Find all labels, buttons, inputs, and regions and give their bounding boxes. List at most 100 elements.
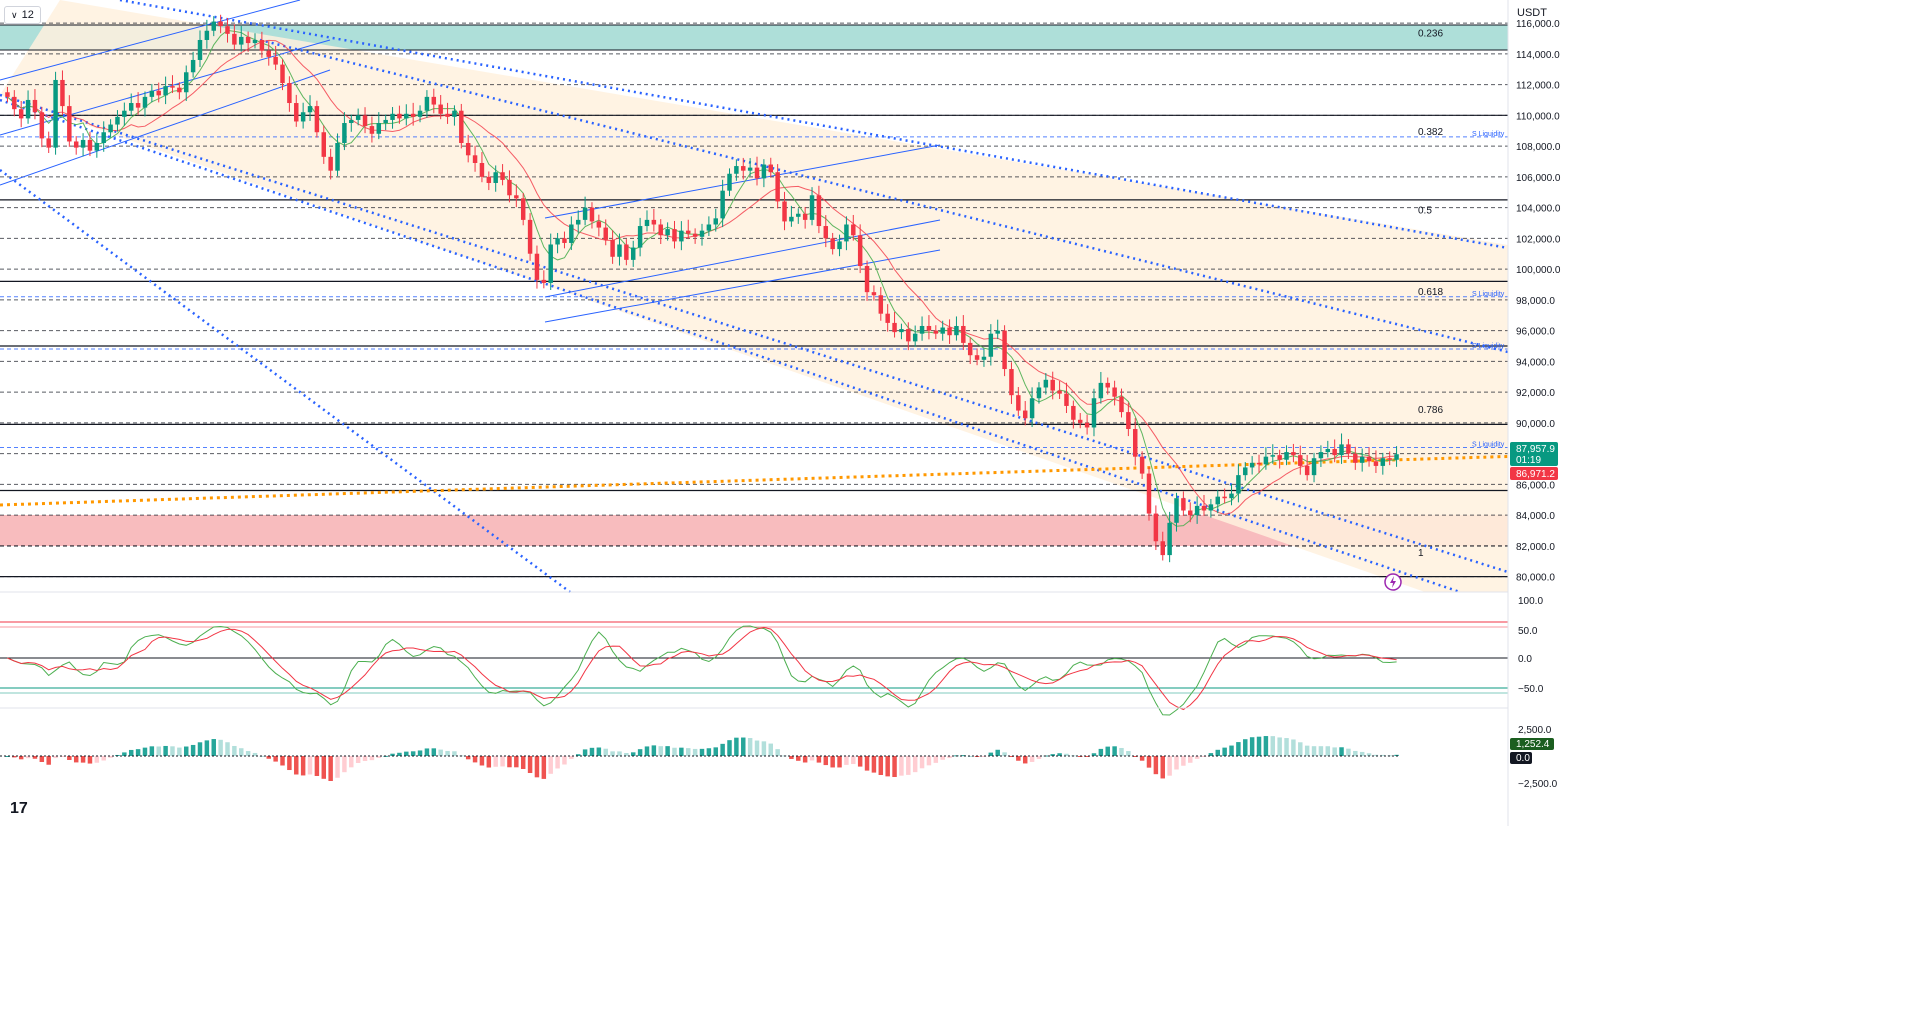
candle-body <box>741 166 746 171</box>
price-tick-label: 92,000.0 <box>1516 388 1555 399</box>
candle-body <box>871 292 877 296</box>
candle-body <box>514 195 519 199</box>
oscillator-lines <box>7 625 1397 716</box>
candle-body <box>80 139 86 148</box>
macd-histogram <box>0 736 1400 781</box>
candle-body <box>94 143 100 151</box>
candle-body <box>1263 456 1269 465</box>
macd-bar <box>830 756 835 768</box>
macd-bar <box>919 756 925 769</box>
candle-body <box>1249 462 1255 468</box>
macd-bar <box>1160 756 1165 779</box>
price-axis[interactable]: 116,000.0 114,000.0 112,000.0 110,000.0 108,… <box>1507 0 1568 826</box>
zone-outlines <box>0 24 1508 547</box>
last-price-badge: 87,957.9 01:19 <box>1510 442 1558 466</box>
candle-body <box>266 50 271 57</box>
macd-bar <box>452 751 457 756</box>
candle-body <box>1029 398 1035 419</box>
macd-bar <box>438 749 443 756</box>
macd-bar <box>995 749 1000 756</box>
candle-body <box>362 115 368 127</box>
candle-body <box>940 327 945 334</box>
macd-bar <box>232 745 237 756</box>
dotted-trendline-mid <box>259 38 1509 354</box>
candle-body <box>981 356 987 360</box>
candle-body <box>603 227 608 240</box>
macd-bar <box>39 756 45 762</box>
macd-bar <box>1022 756 1028 764</box>
candle-body <box>87 139 93 151</box>
channel-line-5 <box>544 219 941 298</box>
price-tick-label: 112,000.0 <box>1516 81 1560 92</box>
chart-stage[interactable]: S Liquidity S Liquidity S Liquidity S Liqui… <box>0 0 1606 826</box>
macd-bar <box>720 743 725 756</box>
macd-bar <box>1139 756 1145 761</box>
macd-bar <box>1229 745 1234 756</box>
macd-bar <box>734 737 739 756</box>
macd-bar <box>1084 756 1090 757</box>
macd-bar <box>562 756 567 765</box>
macd-bar <box>1112 746 1117 756</box>
macd-bar <box>417 750 423 756</box>
candle-body <box>376 123 382 134</box>
candle-body <box>184 72 189 93</box>
candle-body <box>1291 452 1296 456</box>
interval-selector[interactable]: ∨ 12 <box>4 6 41 24</box>
candle-body <box>589 207 595 222</box>
candle-body <box>596 221 602 228</box>
candle-body <box>349 119 354 124</box>
macd-bar <box>933 756 939 763</box>
flash-icon[interactable] <box>1384 573 1402 591</box>
candle-body <box>1084 422 1090 428</box>
macd-bar <box>294 756 299 775</box>
candle-body <box>658 224 663 236</box>
candle-body <box>287 83 292 104</box>
macd-bar <box>637 749 643 756</box>
candle-body <box>335 143 340 171</box>
candles <box>5 14 1399 563</box>
macd-bar <box>500 756 505 767</box>
candle-body <box>1174 498 1179 523</box>
candle-body <box>32 99 38 113</box>
macd-bar <box>218 739 223 756</box>
liquidity-label: S Liquidity <box>1472 291 1505 298</box>
candle-body <box>197 39 203 60</box>
candle-body <box>1194 505 1200 516</box>
oscillator-axis-ticks: 100.0 50.0 0.0 −50.0 <box>1518 596 1544 695</box>
candle-body <box>1387 458 1392 460</box>
macd-bar <box>1119 747 1124 756</box>
macd-bar <box>885 756 890 777</box>
candle-body <box>1353 453 1358 463</box>
candle-body <box>527 219 533 254</box>
candle-body <box>1022 410 1028 419</box>
candle-body <box>1181 498 1186 511</box>
candle-body <box>232 33 237 45</box>
macd-bar <box>961 755 966 757</box>
price-tick-label: 114,000.0 <box>1516 50 1560 61</box>
candle-body <box>575 219 581 225</box>
candle-body <box>1009 369 1014 396</box>
candle-body <box>328 156 333 171</box>
macd-bar <box>424 748 430 756</box>
candle-body <box>624 244 629 260</box>
candle-body <box>390 113 395 120</box>
candle-body <box>637 226 643 248</box>
candle-body <box>885 313 890 323</box>
candle-body <box>500 172 505 180</box>
macd-bar <box>1359 751 1365 756</box>
macd-bar <box>1332 747 1337 756</box>
candle-body <box>1222 496 1227 499</box>
macd-value-badge: 1,252.4 0.0 <box>1510 738 1554 764</box>
macd-bar <box>789 756 794 759</box>
candle-body <box>1071 405 1076 420</box>
candle-body <box>1346 444 1351 454</box>
oscillator-pane <box>0 591 1508 716</box>
macd-bar <box>73 756 79 763</box>
macd-bar <box>1174 756 1179 770</box>
macd-bar <box>617 751 622 756</box>
macd-bar <box>101 756 106 761</box>
macd-bar <box>1153 756 1159 775</box>
macd-bar <box>837 756 842 768</box>
price-tick-label: 80,000.0 <box>1516 573 1555 584</box>
